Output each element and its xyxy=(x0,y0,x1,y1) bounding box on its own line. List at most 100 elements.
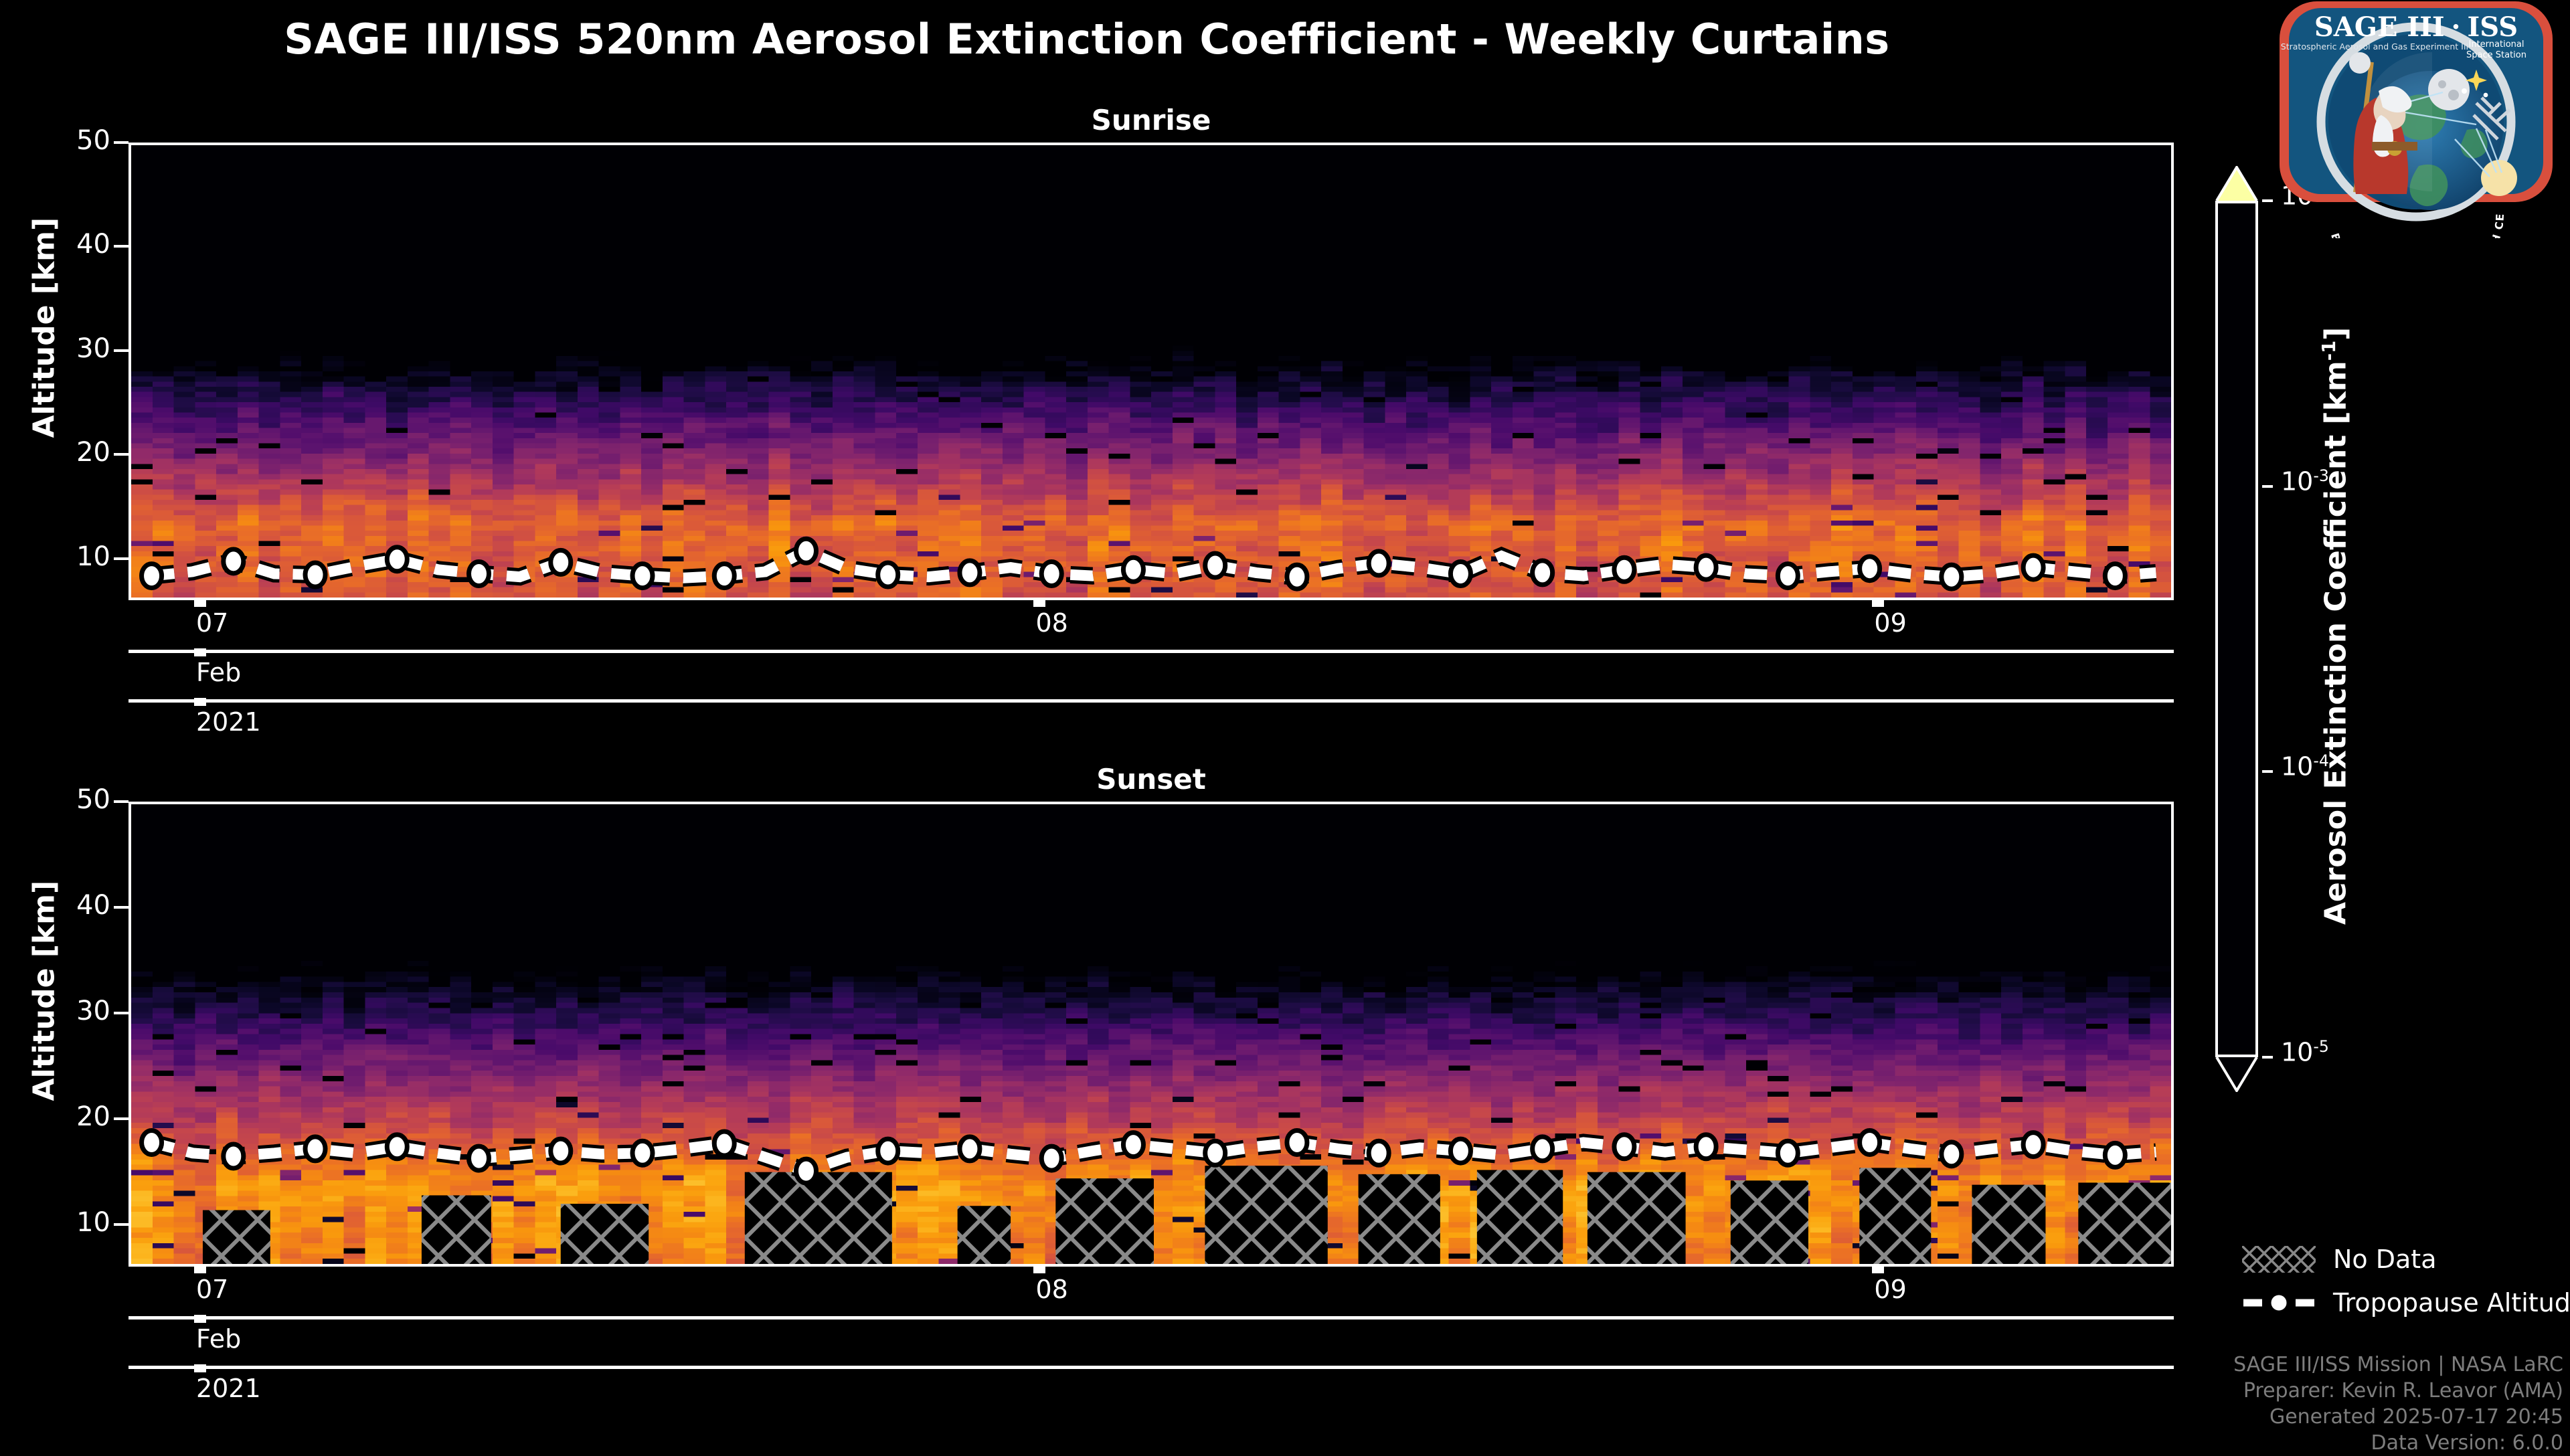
tropopause-marker xyxy=(1120,555,1146,584)
x-tick-label-day: 09 xyxy=(1874,608,1907,638)
no-data-region xyxy=(1205,1166,1328,1264)
tropopause-marker xyxy=(466,1144,492,1173)
tropopause-marker xyxy=(1448,1136,1473,1166)
y-tick-mark xyxy=(114,557,128,560)
y-axis-label-sunrise: Altitude [km] xyxy=(27,217,62,438)
x-tick-mark-month xyxy=(193,648,206,656)
tropopause-marker xyxy=(1203,551,1228,580)
tropopause-marker xyxy=(1530,1134,1555,1164)
tropopause-marker xyxy=(1693,553,1719,582)
panel-overlay-sunrise xyxy=(139,536,2157,592)
x-tick-label-day: 08 xyxy=(1035,608,1068,638)
x-tick-label-day: 07 xyxy=(195,608,229,638)
y-tick-mark xyxy=(114,349,128,352)
sunset-curtain-plot[interactable] xyxy=(128,802,2174,1267)
x-axis-level-rule xyxy=(128,1366,2174,1369)
tropopause-marker xyxy=(1203,1138,1228,1168)
footer-credits: SAGE III/ISS Mission | NASA LaRC Prepare… xyxy=(2233,1352,2563,1456)
y-tick-mark xyxy=(114,1222,128,1226)
y-tick-label: 50 xyxy=(76,125,110,156)
tropopause-marker xyxy=(875,1136,901,1166)
sage-iii-iss-mission-patch-logo: SAGE III · ISS Stratospheric Aerosol and G… xyxy=(2271,0,2557,303)
colorbar-label: Aerosol Extinction Coefficient [km-1] xyxy=(2319,258,2353,994)
tropopause-marker xyxy=(1857,554,1883,583)
tropopause-marker xyxy=(793,1156,819,1186)
no-data-region xyxy=(1730,1180,1808,1264)
colorbar-tick-mark xyxy=(2262,199,2273,202)
tropopause-marker xyxy=(1612,555,1637,584)
tropopause-marker xyxy=(1284,1127,1310,1157)
colorbar-extend-bottom-arrow xyxy=(2215,1056,2258,1093)
tropopause-marker xyxy=(1693,1132,1719,1162)
x-tick-label-month: Feb xyxy=(195,1324,242,1354)
y-tick-label: 10 xyxy=(76,1206,110,1238)
colorbar-label-exponent: -1 xyxy=(2318,340,2340,361)
y-tick-mark xyxy=(114,453,128,456)
tropopause-marker xyxy=(793,536,819,565)
tropopause-marker xyxy=(1448,559,1473,588)
footer-line-version: Data Version: 6.0.0 xyxy=(2371,1431,2563,1455)
tropopause-marker xyxy=(139,1127,165,1157)
y-tick-label: 10 xyxy=(76,541,110,572)
x-tick-label-day: 09 xyxy=(1874,1275,1907,1304)
page-title: SAGE III/ISS 520nm Aerosol Extinction Co… xyxy=(284,15,1890,64)
tropopause-marker xyxy=(2021,553,2046,582)
tropopause-marker xyxy=(548,547,574,577)
colorbar-tick-mark xyxy=(2262,770,2273,774)
y-tick-label: 30 xyxy=(76,995,110,1026)
no-data-region xyxy=(560,1204,649,1264)
legend-item-tropopause[interactable]: Tropopause Altitude xyxy=(2242,1288,2570,1317)
tropopause-marker xyxy=(1120,1130,1146,1160)
footer-line-generated: Generated 2025-07-17 20:45 xyxy=(2269,1405,2563,1429)
tropopause-marker xyxy=(139,561,165,591)
colorbar-tick-label: 10-3 xyxy=(2281,466,2329,496)
no-data-region xyxy=(1476,1170,1563,1264)
colorbar-tick-mark xyxy=(2262,484,2273,488)
no-data-region xyxy=(957,1206,1011,1264)
no-data-region xyxy=(744,1172,892,1264)
sunrise-curtain-plot[interactable] xyxy=(128,143,2174,600)
tropopause-marker xyxy=(221,547,246,576)
y-tick-label: 20 xyxy=(76,1101,110,1132)
tropopause-marker xyxy=(384,545,410,574)
x-tick-label-year: 2021 xyxy=(195,707,261,737)
svg-text:SAGE III·ISS: SAGE III · ISS xyxy=(2314,11,2518,43)
tropopause-marker xyxy=(630,1138,655,1168)
tropopause-marker xyxy=(1366,549,1391,578)
tropopause-marker xyxy=(2102,561,2128,591)
y-tick-mark xyxy=(114,905,128,909)
tropopause-marker xyxy=(1857,1127,1883,1157)
tropopause-marker xyxy=(1612,1132,1637,1162)
no-data-region xyxy=(2078,1182,2171,1264)
legend-label-no-data: No Data xyxy=(2333,1245,2437,1274)
svg-text:International: International xyxy=(2469,39,2524,50)
tropopause-marker xyxy=(957,1134,982,1164)
footer-line-mission: SAGE III/ISS Mission | NASA LaRC xyxy=(2233,1353,2563,1376)
y-tick-label: 40 xyxy=(76,889,110,921)
tropopause-marker xyxy=(1366,1138,1391,1168)
y-tick-mark xyxy=(114,800,128,803)
tropopause-marker xyxy=(2102,1140,2128,1170)
no-data-region xyxy=(1859,1168,1932,1264)
legend-label-tropopause: Tropopause Altitude xyxy=(2333,1288,2570,1317)
no-data-region xyxy=(1972,1184,2046,1264)
no-data-region xyxy=(1358,1174,1440,1264)
legend-item-no-data[interactable]: No Data xyxy=(2242,1245,2437,1274)
tropopause-marker xyxy=(1039,559,1064,588)
y-tick-mark xyxy=(114,141,128,144)
y-tick-label: 40 xyxy=(76,229,110,260)
svg-text:Stratospheric Aerosol and Gas: Stratospheric Aerosol and Gas Experiment… xyxy=(2281,41,2468,52)
colorbar-label-suffix: ] xyxy=(2318,327,2353,341)
colorbar[interactable]: 10-210-310-410-5 xyxy=(2215,165,2329,1093)
x-tick-mark-day xyxy=(193,599,206,607)
no-data-region xyxy=(1587,1172,1686,1264)
colorbar-gradient xyxy=(2215,201,2258,1057)
x-tick-mark-day xyxy=(1033,1265,1046,1273)
tropopause-marker xyxy=(1284,562,1310,592)
tropopause-marker xyxy=(875,560,901,589)
tropopause-marker xyxy=(1939,1140,1964,1169)
panel-title-sunrise: Sunrise xyxy=(1091,104,1211,136)
tropopause-marker xyxy=(1775,1138,1800,1168)
colorbar-tick-label: 10-5 xyxy=(2281,1037,2329,1067)
x-axis-level-rule xyxy=(128,699,2174,703)
